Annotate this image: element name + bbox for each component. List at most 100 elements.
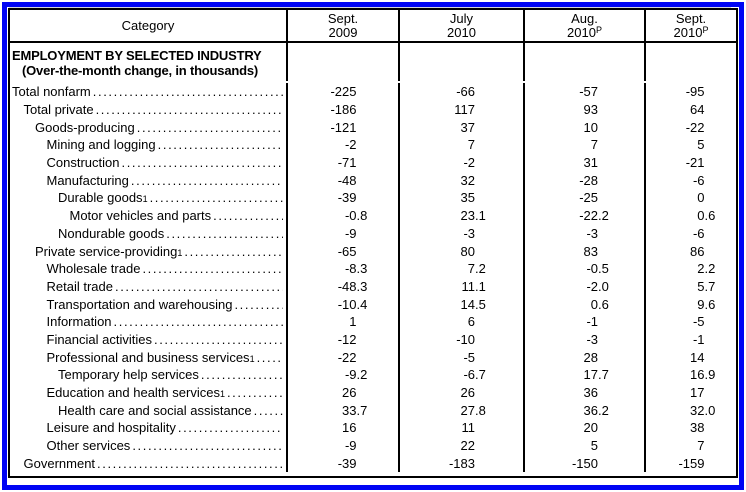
table-row: Professional and business services 1.....… [10,348,736,366]
data-cell: 83 [523,242,644,260]
data-cell: -66 [398,83,523,101]
data-cell: -225 [286,83,398,101]
cell-value: 36.2 [583,402,609,418]
cell-value: -121 [330,119,357,135]
data-cell: -9 [286,224,398,243]
data-cell: 38 [644,419,736,437]
cell-value: -25 [579,190,598,206]
row-label: Leisure and hospitality [46,420,176,436]
cell-value: -0.8 [344,208,368,224]
data-cell: 17.7 [523,366,644,384]
cell-value: -9 [344,438,357,454]
row-category-cell: Construction............................… [10,154,286,172]
row-category-cell: Nondurable goods........................… [10,225,286,243]
row-category-cell: Mining and logging......................… [10,136,286,154]
data-cell: -57 [523,83,644,101]
row-category-cell: Education and health services 1..........… [10,384,286,402]
table-row: Financial activities....................… [10,330,736,349]
empty-cell [286,43,398,81]
data-cell: -8.3 [286,259,398,278]
data-cell: -95 [644,83,736,101]
data-cell: -48.3 [286,277,398,296]
row-label: Wholesale trade [46,261,141,277]
cell-value: 26 [342,385,357,401]
data-cell: 20 [523,419,644,437]
data-cell: 5 [644,136,736,154]
data-cell: 26 [286,383,398,402]
data-cell: -1 [644,330,736,349]
row-category-cell: Financial activities....................… [10,331,286,349]
cell-value: -5 [463,349,475,365]
row-label: Motor vehicles and parts [69,208,212,224]
column-header-july-2010: July 2010 [398,10,523,41]
row-category-cell: Wholesale trade.........................… [10,260,286,278]
data-cell: -22 [644,118,736,137]
cell-value: 0.6 [697,208,716,224]
row-category-cell: Health care and social assistance.......… [10,401,286,419]
row-label: Construction [46,155,120,171]
row-label: Nondurable goods [58,225,165,241]
row-category-cell: Total private...........................… [10,101,286,119]
cell-value: 16.9 [690,367,716,383]
row-label: Manufacturing [46,172,129,188]
cell-value: -6 [692,172,705,188]
data-cell: 14 [644,348,736,366]
data-cell: -22.2 [523,206,644,225]
empty-cell [644,43,736,81]
data-cell: -12 [286,330,398,349]
data-cell: 80 [398,242,523,260]
category-header-label: Category [121,17,175,33]
empty-cell [398,43,523,81]
dot-leader: ........................................… [154,331,283,347]
data-cell: -9.2 [286,366,398,384]
row-label: Total nonfarm [12,84,91,100]
table-row: Government..............................… [10,454,736,473]
cell-value: -0.5 [586,261,609,277]
dot-leader: ........................................… [184,243,283,259]
cell-value: 31 [583,155,598,171]
data-cell: -39 [286,454,398,473]
data-cell: -3 [523,224,644,243]
cell-value: 36 [583,385,598,401]
cell-value: 38 [690,420,705,436]
table-row: Wholesale trade.........................… [10,259,736,278]
cell-value: 1 [349,314,357,330]
row-category-cell: Temporary help services.................… [10,366,286,384]
cell-value: -9 [344,225,357,241]
cell-value: -21 [685,155,705,171]
cell-value: 7 [697,438,705,454]
cell-value: 80 [460,243,475,259]
cell-value: -22 [337,349,357,365]
data-cell: -28 [523,171,644,190]
cell-value: -66 [456,84,475,100]
cell-value: 7.2 [467,261,486,277]
cell-value: -183 [448,455,475,471]
dot-leader: ........................................… [226,385,283,401]
data-cell: 28 [523,348,644,366]
data-cell: -71 [286,153,398,172]
dot-leader: ........................................… [132,438,283,454]
data-cell: 16 [286,419,398,437]
data-cell: 9.6 [644,295,736,313]
table-row: Health care and social assistance.......… [10,401,736,420]
cell-value: -3 [463,225,475,241]
cell-value: -39 [337,190,357,206]
row-label: Transportation and warehousing [46,296,233,312]
data-cell: 5 [523,436,644,455]
data-cell: 7 [398,136,523,154]
cell-value: -150 [571,455,598,471]
column-header-sept-2010: Sept. 2010P [644,10,736,41]
data-cell: -183 [398,454,523,473]
table-row: Total nonfarm...........................… [10,83,736,101]
data-cell: 7 [644,436,736,455]
row-label: Mining and logging [46,137,156,153]
row-label: Total private [23,102,94,118]
data-cell: -0.5 [523,259,644,278]
data-cell: 7.2 [398,259,523,278]
row-category-cell: Manufacturing...........................… [10,171,286,189]
section-title-line1: EMPLOYMENT BY SELECTED INDUSTRY [12,48,262,63]
table-row: Information.............................… [10,312,736,331]
data-cell: -1 [523,312,644,331]
row-label: Financial activities [46,331,153,347]
